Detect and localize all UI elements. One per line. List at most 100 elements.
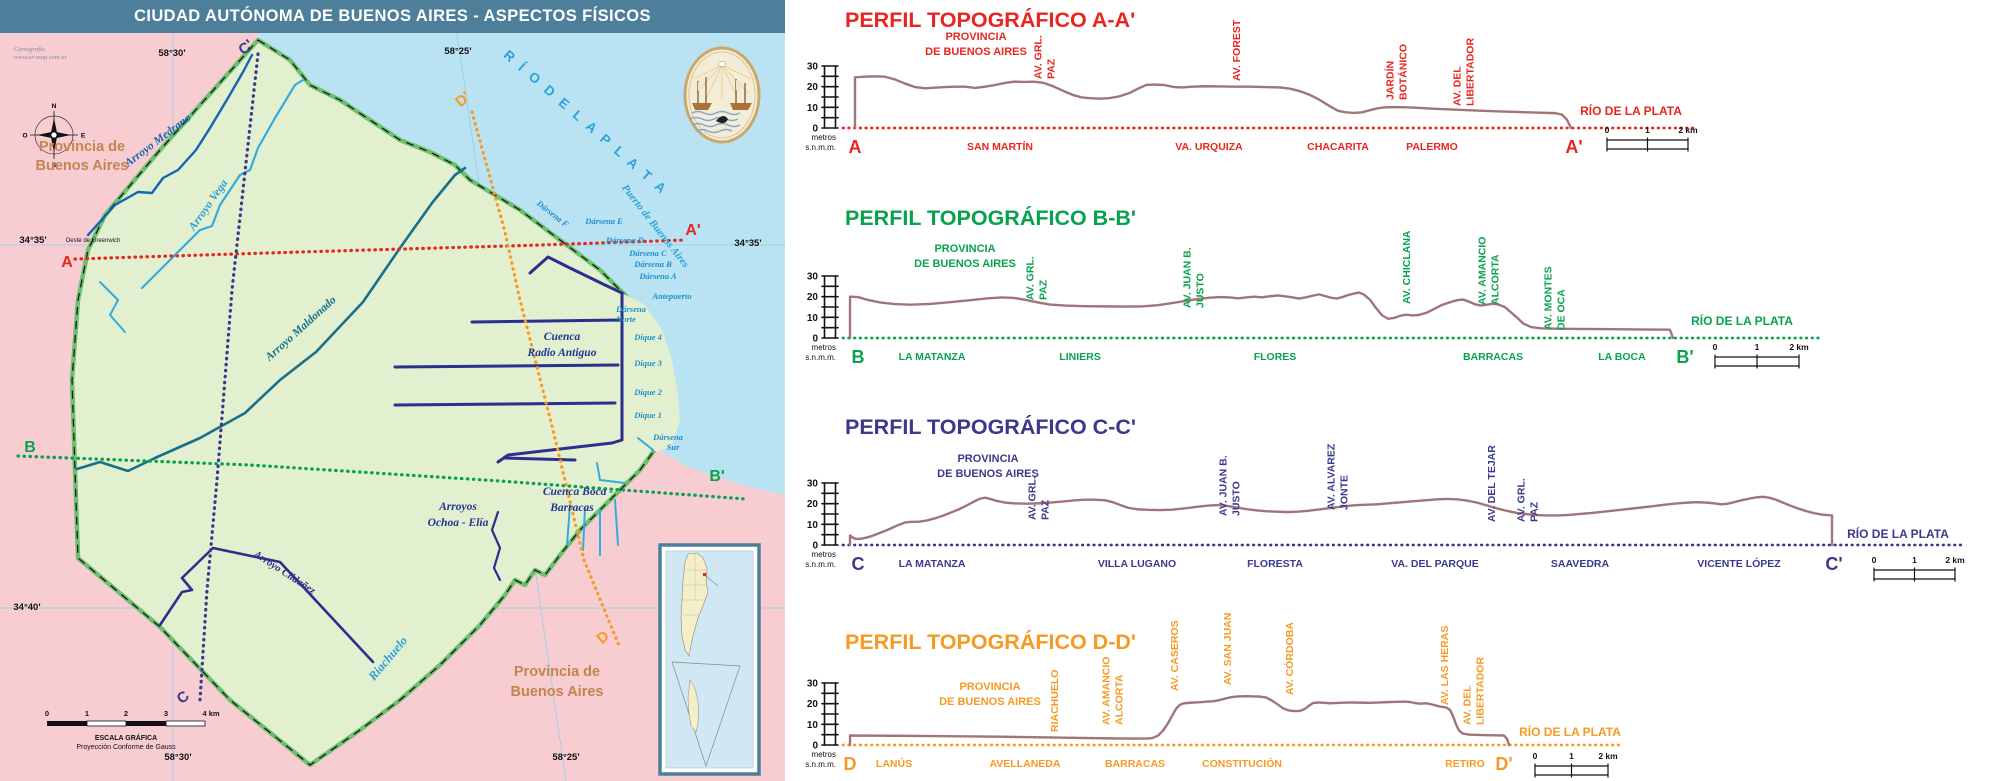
inset-pointer-line [705, 575, 719, 587]
endpoint-B: B [852, 347, 865, 367]
street-label: BOTÁNICO [1397, 44, 1410, 100]
emblem-water [689, 110, 741, 134]
neighbourhood-label: LA MATANZA [899, 351, 966, 363]
map-title: CIUDAD AUTÓNOMA DE BUENOS AIRES - ASPECT… [134, 7, 651, 25]
darsena-sur-2: Sur [667, 442, 680, 452]
lat-label-left-1: 34°35' [19, 235, 46, 246]
arroyo-vega [140, 78, 305, 290]
profiles-canvas: PERFIL TOPOGRÁFICO A-A' 3020100metross.n.… [805, 7, 1967, 778]
compass-s: S [52, 162, 57, 169]
arroyo-medrano [86, 53, 254, 237]
scalebar-label-0: 0 [1533, 751, 1538, 761]
tick-10: 10 [807, 720, 819, 731]
cuenca-boca-1: Cuenca Boca - [543, 486, 613, 498]
antepuerto: Antepuerto [651, 291, 691, 301]
scalebar-label-1: 1 [1645, 125, 1650, 135]
provincia-label: PROVINCIA [957, 453, 1018, 465]
street-label: AV. JUAN B. [1182, 247, 1194, 308]
profile-A-terrain-curve [853, 75, 1573, 130]
scalebar-label-1: 1 [1755, 342, 1760, 352]
tick-20: 20 [807, 292, 819, 303]
map-scale-0: 0 [45, 709, 49, 718]
province-nw-2: Buenos Aires [36, 158, 129, 174]
neighbourhood-label: FLORES [1254, 351, 1297, 363]
inset-buenos-aires-dot [703, 573, 707, 577]
street-label: JUSTO [1231, 481, 1243, 516]
dique-4: Dique 4 [633, 332, 662, 342]
inset-antarctica-shape [687, 679, 699, 733]
lon-label-bottom-2: 58°25' [552, 752, 579, 763]
dique-2: Dique 2 [633, 387, 662, 397]
provincia-label: PROVINCIA [934, 243, 995, 255]
neighbourhood-label: LANÚS [876, 757, 912, 770]
compass-e: E [81, 133, 86, 140]
city-emblem [683, 46, 761, 144]
provincia-label: PROVINCIA [959, 681, 1020, 693]
neighbourhood-label: SAN MARTÍN [967, 140, 1033, 153]
map-scale-4km: 4 km [202, 709, 219, 718]
street-label: LIBERTADOR [1475, 657, 1487, 725]
profile-A-scalebar [1606, 137, 1689, 152]
endpoint-A': A' [1565, 137, 1582, 157]
street-label: AV. LAS HERAS [1439, 626, 1451, 705]
provincia-label: DE BUENOS AIRES [937, 468, 1039, 480]
endpoint-A: A [849, 137, 862, 157]
scalebar-label-2 km: 2 km [1598, 751, 1618, 761]
street-label: AV. SAN JUAN [1222, 613, 1234, 685]
greenwich-note: Oeste de Greenwich [66, 238, 121, 244]
street-label: AV. MONTES [1543, 266, 1555, 330]
profile-C-terrain-curve [848, 495, 1834, 547]
lon-label-bottom-1: 58°30' [164, 752, 191, 763]
profile-A-title: PERFIL TOPOGRÁFICO A-A' [845, 7, 1135, 32]
scalebar-label-2 km: 2 km [1678, 125, 1698, 135]
darsena-norte-1: Dársena [615, 304, 647, 314]
street-label: ALCORTA [1114, 674, 1126, 725]
street-label: JARDÍN [1384, 61, 1397, 100]
dique-3: Dique 3 [633, 358, 662, 368]
province-se-2: Buenos Aires [511, 684, 604, 700]
profile-C-scalebar [1873, 567, 1956, 582]
port-land [622, 293, 680, 452]
tick-20: 20 [807, 499, 819, 510]
profile-D: PERFIL TOPOGRÁFICO D-D'3020100metross.n.… [805, 613, 1622, 778]
cut-line-B-B' [16, 454, 748, 501]
street-label: AV. DEL [1462, 685, 1474, 725]
street-label: AV. GRL. [1027, 476, 1039, 520]
scalebar-label-2 km: 2 km [1789, 342, 1809, 352]
arroyos-ochoa-1: Arroyos [438, 501, 477, 513]
street-label: JUSTO [1195, 273, 1207, 308]
neighbourhood-label: FLORESTA [1247, 558, 1303, 570]
map-canvas: N S E O [0, 33, 785, 781]
darsena-sur-1: Dársena [652, 432, 684, 442]
darsena-b: Dársena B [633, 259, 672, 269]
scalebar-label-0: 0 [1713, 342, 1718, 352]
province-nw-1: Provincia de [39, 139, 125, 155]
boca-barracas-streams [566, 437, 654, 556]
neighbourhood-label: BARRACAS [1463, 351, 1523, 363]
scalebar-label-1: 1 [1912, 555, 1917, 565]
inset-province-lines [682, 553, 707, 616]
argentina-inset [658, 543, 761, 776]
cut-marker-B: B [24, 439, 36, 456]
street-label: AV. CASEROS [1169, 620, 1181, 691]
endpoint-D: D [844, 754, 857, 774]
street-label: AV. ALVAREZ [1326, 443, 1338, 510]
neighbourhood-label: CHACARITA [1307, 141, 1369, 153]
street-label: AV. AMANCIO [1477, 237, 1489, 305]
provincia-label: DE BUENOS AIRES [914, 258, 1016, 270]
map-title-bar: CIUDAD AUTÓNOMA DE BUENOS AIRES - ASPECT… [0, 0, 785, 33]
profile-B-scalebar [1714, 354, 1800, 369]
neighbourhood-label: VA. DEL PARQUE [1391, 558, 1479, 570]
port-docks [393, 255, 624, 464]
map-projection-note: Proyección Conforme de Gauss [76, 744, 176, 751]
neighbourhood-label: AVELLANEDA [990, 758, 1061, 770]
arroyos-ochoa-elia [490, 510, 502, 582]
inset-argentina-shape [680, 552, 709, 657]
dique-1: Dique 1 [633, 410, 662, 420]
street-label: JONTE [1339, 475, 1351, 510]
tick-30: 30 [807, 61, 819, 72]
street-label: PAZ [1040, 499, 1052, 520]
